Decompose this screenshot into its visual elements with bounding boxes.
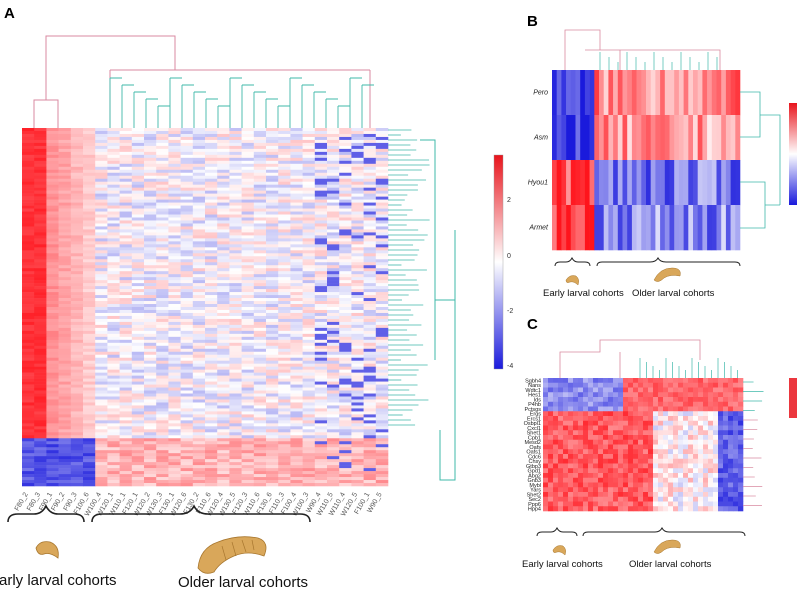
gene-label: Hes1	[528, 393, 541, 399]
panel-c-colorbar	[789, 378, 797, 418]
older-brace-b	[596, 256, 741, 267]
older-cohorts-label-b: Older larval cohorts	[632, 288, 715, 299]
panel-b-column-dendrogram	[564, 29, 721, 70]
larva-icon	[653, 539, 681, 554]
gene-label: Abg2	[528, 473, 541, 479]
larva-icon	[653, 267, 681, 282]
gene-label: Cpb1	[528, 435, 541, 441]
panel-b-row-dendrogram	[740, 91, 781, 229]
panel-a: F80_2F80_3F90_1F90_2F90_3F100_6W100_4W12…	[0, 35, 513, 591]
gene-label: Hpp4	[528, 507, 541, 513]
early-brace-b	[554, 256, 591, 267]
gene-label: Pctsgs	[524, 407, 541, 413]
early-cohorts-label-c: Early larval cohorts	[522, 559, 603, 570]
early-cohorts-label-a: Early larval cohorts	[0, 572, 117, 589]
gene-label: Oafs	[529, 445, 541, 451]
larva-icon	[552, 545, 566, 556]
gene-label: Chsy	[528, 459, 541, 465]
larva-icon	[197, 536, 267, 574]
gene-label: Armet	[528, 225, 549, 232]
colorbar-tick-0: 0	[507, 253, 511, 260]
gene-label: Sec2	[528, 497, 541, 503]
gene-label: Yars	[530, 488, 541, 494]
larva-icon	[565, 275, 579, 286]
panel-c-column-dendrogram	[559, 339, 738, 378]
gene-label: Mybl	[529, 483, 541, 489]
gene-label: Mesd2	[524, 440, 541, 446]
early-brace-a	[7, 504, 85, 523]
gene-label: Ids	[534, 397, 542, 403]
colorbar-tick-minus2: -2	[507, 308, 513, 315]
gene-label: Hyou1	[528, 180, 548, 187]
gene-label: Shet2	[527, 492, 541, 498]
gene-label: Oafs1	[526, 450, 541, 456]
panel-b-heatmap	[552, 70, 741, 251]
panel-b: Pero Asm Hyou1 Armet Early larval cohorts O…	[528, 29, 797, 299]
gene-label: P4hb	[528, 402, 541, 408]
panel-c-heatmap	[543, 378, 744, 512]
older-cohorts-label-c: Older larval cohorts	[629, 559, 712, 570]
gene-label: Ercs1	[527, 416, 541, 422]
gene-label: Cdc6	[528, 454, 541, 460]
panel-a-sample-labels: F80_2F80_3F90_1F90_2F90_3F100_6W100_4W12…	[14, 491, 384, 517]
panel-b-letter: B	[527, 13, 538, 30]
older-brace-c	[582, 526, 746, 537]
gene-label: Gpd1	[528, 469, 541, 475]
gene-label: Osbpl1	[524, 421, 541, 427]
colorbar-tick-minus4: -4	[507, 363, 513, 370]
gene-label: Ppp6	[528, 502, 541, 508]
older-brace-a	[91, 504, 311, 523]
gene-label: Asm	[533, 135, 548, 142]
gene-label: Cxcl1	[527, 426, 541, 432]
gene-label: Gnb3	[528, 478, 541, 484]
panel-b-colorbar	[789, 103, 797, 205]
gene-label: Ergs	[530, 412, 542, 418]
panel-a-heatmap	[22, 128, 389, 487]
gene-label: Sgbh4	[525, 378, 541, 384]
gene-label: Pero	[533, 90, 548, 97]
panel-c: Sgbh4NansWdtc1Hes1IdsP4hbPctsgsErgsErcs1…	[522, 339, 797, 570]
panel-a-letter: A	[4, 5, 15, 22]
gene-label: Nans	[528, 383, 541, 389]
panel-c-gene-labels: Sgbh4NansWdtc1Hes1IdsP4hbPctsgsErgsErcs1…	[524, 378, 542, 512]
panel-c-row-dendrogram	[743, 381, 764, 506]
panel-b-gene-labels: Pero Asm Hyou1 Armet	[528, 90, 549, 232]
panel-c-letter: C	[527, 316, 538, 333]
early-brace-c	[536, 526, 578, 537]
panel-a-row-dendrogram	[388, 129, 456, 481]
panel-a-column-dendrogram	[33, 35, 374, 128]
gene-label: Shet1	[527, 431, 541, 437]
gene-label: Wdtc1	[525, 388, 541, 394]
early-cohorts-label-b: Early larval cohorts	[543, 288, 624, 299]
gene-label: Gtbp3	[526, 464, 541, 470]
colorbar-tick-2: 2	[507, 197, 511, 204]
older-cohorts-label-a: Older larval cohorts	[178, 574, 308, 591]
larva-icon	[35, 541, 59, 559]
panel-a-colorbar: 2 0 -2 -4	[493, 154, 513, 370]
